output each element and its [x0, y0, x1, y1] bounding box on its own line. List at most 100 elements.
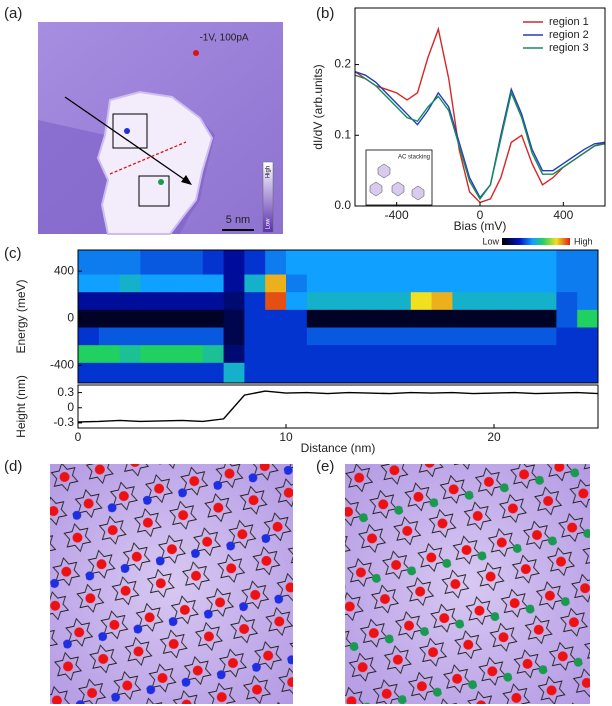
heat-cell [514, 327, 536, 346]
heat-cell [535, 250, 557, 275]
panel-label: (e) [316, 458, 334, 475]
heat-cell [473, 274, 495, 293]
heat-cell [182, 344, 204, 363]
y-tick-label: 0 [67, 310, 74, 324]
heat-cell [452, 344, 474, 363]
heat-cell [514, 250, 536, 275]
heat-cell [182, 362, 204, 384]
heat-cell [244, 250, 266, 275]
heat-cell [327, 309, 349, 328]
heat-cell [78, 291, 100, 310]
heat-cell [286, 362, 308, 384]
heat-cell [119, 291, 141, 310]
heat-cell [556, 291, 578, 310]
heat-cell [140, 362, 162, 384]
heat-cell [78, 250, 100, 275]
heat-cell [390, 362, 412, 384]
heat-cell [161, 274, 183, 293]
x-axis-label: Bias (mV) [454, 219, 507, 233]
heat-cell [119, 274, 141, 293]
x-tick-label: 20 [487, 430, 501, 444]
heat-cell [140, 250, 162, 275]
heat-cell [390, 274, 412, 293]
heat-cell [535, 327, 557, 346]
heat-cell [348, 250, 370, 275]
heat-cell [473, 327, 495, 346]
heat-cell [348, 274, 370, 293]
heat-cell [244, 291, 266, 310]
heat-cell [410, 309, 432, 328]
heat-cell [327, 362, 349, 384]
heat-cell [244, 344, 266, 363]
heat-cell [306, 362, 328, 384]
heat-cell [410, 250, 432, 275]
heat-cell [410, 291, 432, 310]
heat-cell [410, 344, 432, 363]
y-tick-label: 0.1 [334, 127, 351, 141]
heat-cell [514, 291, 536, 310]
heat-cell [390, 291, 412, 310]
heat-cell [390, 250, 412, 275]
heat-cell [577, 250, 599, 275]
heat-cell [431, 309, 453, 328]
heat-cell [494, 327, 516, 346]
plot-frame [354, 7, 606, 207]
heat-cell [473, 291, 495, 310]
panel-label: (c) [4, 245, 22, 262]
heat-cell [452, 327, 474, 346]
heat-cell [410, 274, 432, 293]
plot-frame [77, 249, 599, 384]
heat-cell [223, 274, 245, 293]
heat-cell [452, 250, 474, 275]
legend-label: region 2 [549, 29, 589, 41]
heat-cell [265, 291, 287, 310]
heat-cell [431, 250, 453, 275]
heat-cell [223, 291, 245, 310]
heat-cell [119, 362, 141, 384]
heat-cell [410, 327, 432, 346]
heat-cell [556, 250, 578, 275]
heat-cell [494, 344, 516, 363]
heat-cell [202, 250, 224, 275]
heat-cell [202, 362, 224, 384]
heat-cell [182, 309, 204, 328]
heat-cell [286, 291, 308, 310]
y-tick-label: 0.3 [57, 385, 74, 399]
heat-cell [119, 250, 141, 275]
y-tick-label: 0.0 [334, 198, 351, 212]
inset-label: AC stacking [398, 155, 430, 161]
colorbar-label: Low [266, 218, 272, 230]
heat-cell [556, 344, 578, 363]
heat-cell [98, 327, 120, 346]
heat-cell [390, 309, 412, 328]
heat-cell [577, 327, 599, 346]
heat-cell [327, 291, 349, 310]
heat-cell [494, 250, 516, 275]
y-tick-label: 0.2 [334, 57, 351, 71]
heat-cell [369, 274, 391, 293]
heat-cell [119, 344, 141, 363]
heat-cell [78, 274, 100, 293]
x-axis-label: Distance (nm) [301, 441, 376, 455]
heat-cell [473, 309, 495, 328]
heat-cell [202, 291, 224, 310]
heat-cell [161, 362, 183, 384]
y-axis-label: dI/dV (arb.units) [311, 64, 325, 149]
heat-cell [161, 291, 183, 310]
data-line [355, 70, 605, 199]
x-tick-label: -400 [385, 208, 409, 222]
heat-cell [140, 291, 162, 310]
heat-cell [140, 344, 162, 363]
heat-cell [431, 291, 453, 310]
x-tick-label: 400 [553, 208, 573, 222]
panel-label: (a) [4, 5, 22, 22]
heat-cell [577, 309, 599, 328]
lattice-image [345, 464, 590, 704]
x-tick-label: 0 [75, 430, 82, 444]
heat-cell [306, 274, 328, 293]
heat-cell [348, 327, 370, 346]
heat-cell [452, 274, 474, 293]
heat-cell [556, 327, 578, 346]
heat-cell [556, 362, 578, 384]
heat-cell [556, 309, 578, 328]
